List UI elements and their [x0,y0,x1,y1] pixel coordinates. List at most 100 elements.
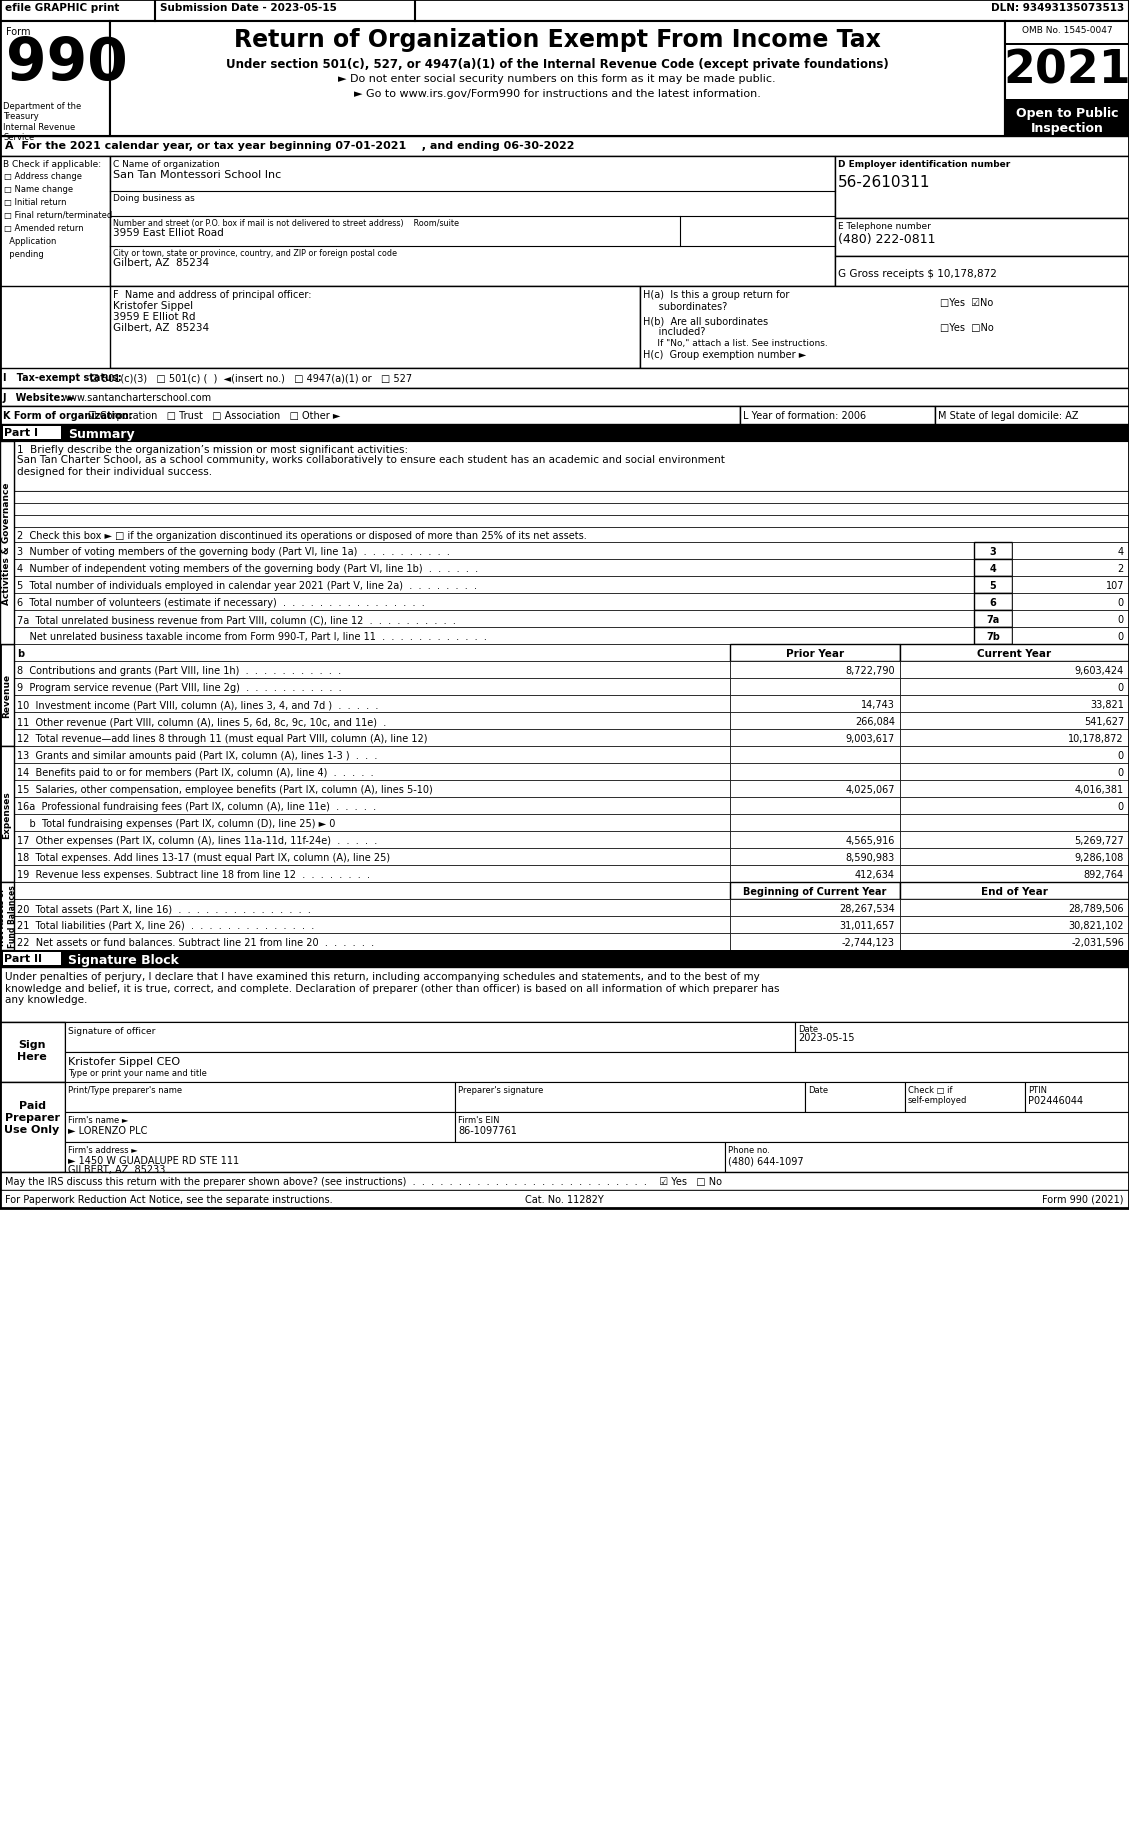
Bar [730,695,900,712]
Text: □ Amended return: □ Amended return [5,223,84,232]
Bar [14,712,730,730]
Text: Phone no.: Phone no. [728,1146,770,1155]
Text: Sign
Here: Sign Here [17,1039,47,1061]
Text: End of Year: End of Year [981,886,1048,897]
Text: 7b: 7b [986,631,1000,642]
Text: Kristofer Sippel: Kristofer Sippel [113,300,193,311]
Bar [14,679,730,695]
Bar [1012,628,1129,644]
Text: 8  Contributions and grants (Part VIII, line 1h)  .  .  .  .  .  .  .  .  .  .  : 8 Contributions and grants (Part VIII, l… [17,666,341,675]
Bar [900,831,1129,849]
Text: 7a  Total unrelated business revenue from Part VIII, column (C), line 12  .  .  : 7a Total unrelated business revenue from… [17,615,456,624]
Text: 0: 0 [1118,683,1124,692]
Text: B Check if applicable:: B Check if applicable: [3,159,102,168]
Text: -2,744,123: -2,744,123 [842,937,895,948]
Text: 266,084: 266,084 [855,717,895,727]
Bar [110,22,1005,137]
Bar [0,950,1129,968]
Text: 4,565,916: 4,565,916 [846,836,895,845]
Bar [65,1052,1129,1082]
Bar [14,763,730,781]
Bar [730,747,900,763]
Text: Date: Date [798,1025,819,1034]
Text: Form: Form [6,27,30,37]
Bar [0,1173,1129,1190]
Bar [65,1023,795,1052]
Text: For Paperwork Reduction Act Notice, see the separate instructions.: For Paperwork Reduction Act Notice, see … [5,1195,333,1204]
Bar [900,730,1129,747]
Text: San Tan Montessori School Inc: San Tan Montessori School Inc [113,170,281,179]
Bar [730,730,900,747]
Text: (480) 222-0811: (480) 222-0811 [838,232,936,245]
Bar [730,866,900,882]
Text: Signature Block: Signature Block [68,953,178,966]
Text: Expenses: Expenses [2,791,11,838]
Text: May the IRS discuss this return with the preparer shown above? (see instructions: May the IRS discuss this return with the… [5,1177,723,1186]
Bar [0,0,1129,1208]
Bar [0,1082,65,1173]
Bar [14,644,730,662]
Text: A  For the 2021 calendar year, or tax year beginning 07-01-2021    , and ending : A For the 2021 calendar year, or tax yea… [5,141,575,150]
Text: 9  Program service revenue (Part VIII, line 2g)  .  .  .  .  .  .  .  .  .  .  .: 9 Program service revenue (Part VIII, li… [17,683,342,692]
Bar [14,866,730,882]
Text: Under section 501(c), 527, or 4947(a)(1) of the Internal Revenue Code (except pr: Under section 501(c), 527, or 4947(a)(1)… [226,59,889,71]
Text: H(b)  Are all subordinates: H(b) Are all subordinates [644,317,768,326]
Bar [900,747,1129,763]
Text: Application: Application [5,236,56,245]
Bar [0,1190,1129,1208]
Text: 0: 0 [1118,598,1124,608]
Bar [14,544,974,560]
Text: 17  Other expenses (Part IX, column (A), lines 11a-11d, 11f-24e)  .  .  .  .  .: 17 Other expenses (Part IX, column (A), … [17,836,377,845]
Text: H(c)  Group exemption number ►: H(c) Group exemption number ► [644,350,806,361]
Text: (480) 644-1097: (480) 644-1097 [728,1155,804,1166]
Text: Cat. No. 11282Y: Cat. No. 11282Y [525,1195,603,1204]
Bar [14,576,974,593]
Text: 4  Number of independent voting members of the governing body (Part VI, line 1b): 4 Number of independent voting members o… [17,564,478,573]
Bar [730,798,900,814]
Bar [14,814,730,831]
Text: 0: 0 [1118,802,1124,811]
Text: 8,722,790: 8,722,790 [846,666,895,675]
Bar [0,22,110,137]
Text: 10  Investment income (Part VIII, column (A), lines 3, 4, and 7d )  .  .  .  .  : 10 Investment income (Part VIII, column … [17,699,378,710]
Text: 15  Salaries, other compensation, employee benefits (Part IX, column (A), lines : 15 Salaries, other compensation, employe… [17,785,432,794]
Text: ☑ 501(c)(3)   □ 501(c) (  )  ◄(insert no.)   □ 4947(a)(1) or   □ 527: ☑ 501(c)(3) □ 501(c) ( ) ◄(insert no.) □… [90,373,412,382]
Text: □ Name change: □ Name change [5,185,73,194]
Text: efile GRAPHIC print: efile GRAPHIC print [5,4,120,13]
Bar [0,425,1129,441]
Text: DLN: 93493135073513: DLN: 93493135073513 [991,4,1124,13]
Bar [730,831,900,849]
Bar [0,0,1129,22]
Text: Kristofer Sippel CEO: Kristofer Sippel CEO [68,1056,181,1067]
Text: 8,590,983: 8,590,983 [846,853,895,862]
Text: subordinates?: subordinates? [644,302,727,311]
Text: 28,789,506: 28,789,506 [1068,904,1124,913]
Text: www.santancharterschool.com: www.santancharterschool.com [62,393,212,403]
Bar [905,1082,1025,1113]
Text: Doing business as: Doing business as [113,194,194,203]
Text: Prior Year: Prior Year [786,648,844,659]
Bar [0,644,14,747]
Bar [974,560,1012,576]
Bar [900,882,1129,900]
Text: 4: 4 [990,564,997,573]
Bar [835,157,1129,220]
Text: 2  Check this box ► □ if the organization discontinued its operations or dispose: 2 Check this box ► □ if the organization… [17,531,587,540]
Text: 990: 990 [6,35,128,92]
Text: 9,286,108: 9,286,108 [1075,853,1124,862]
Text: 18  Total expenses. Add lines 13-17 (must equal Part IX, column (A), line 25): 18 Total expenses. Add lines 13-17 (must… [17,853,391,862]
Text: Print/Type preparer's name: Print/Type preparer's name [68,1085,182,1094]
Bar [730,662,900,679]
Text: Revenue: Revenue [2,673,11,717]
Text: K Form of organization:: K Form of organization: [3,410,132,421]
Text: 19  Revenue less expenses. Subtract line 18 from line 12  .  .  .  .  .  .  .  .: 19 Revenue less expenses. Subtract line … [17,869,370,880]
Text: Summary: Summary [68,428,134,441]
Bar [14,611,974,628]
Text: ► Go to www.irs.gov/Form990 for instructions and the latest information.: ► Go to www.irs.gov/Form990 for instruct… [353,90,761,99]
Bar [14,781,730,798]
Bar [14,882,730,900]
Text: Firm's name ►: Firm's name ► [68,1116,129,1124]
Bar [65,1142,725,1173]
Bar [0,441,14,672]
Bar [730,781,900,798]
